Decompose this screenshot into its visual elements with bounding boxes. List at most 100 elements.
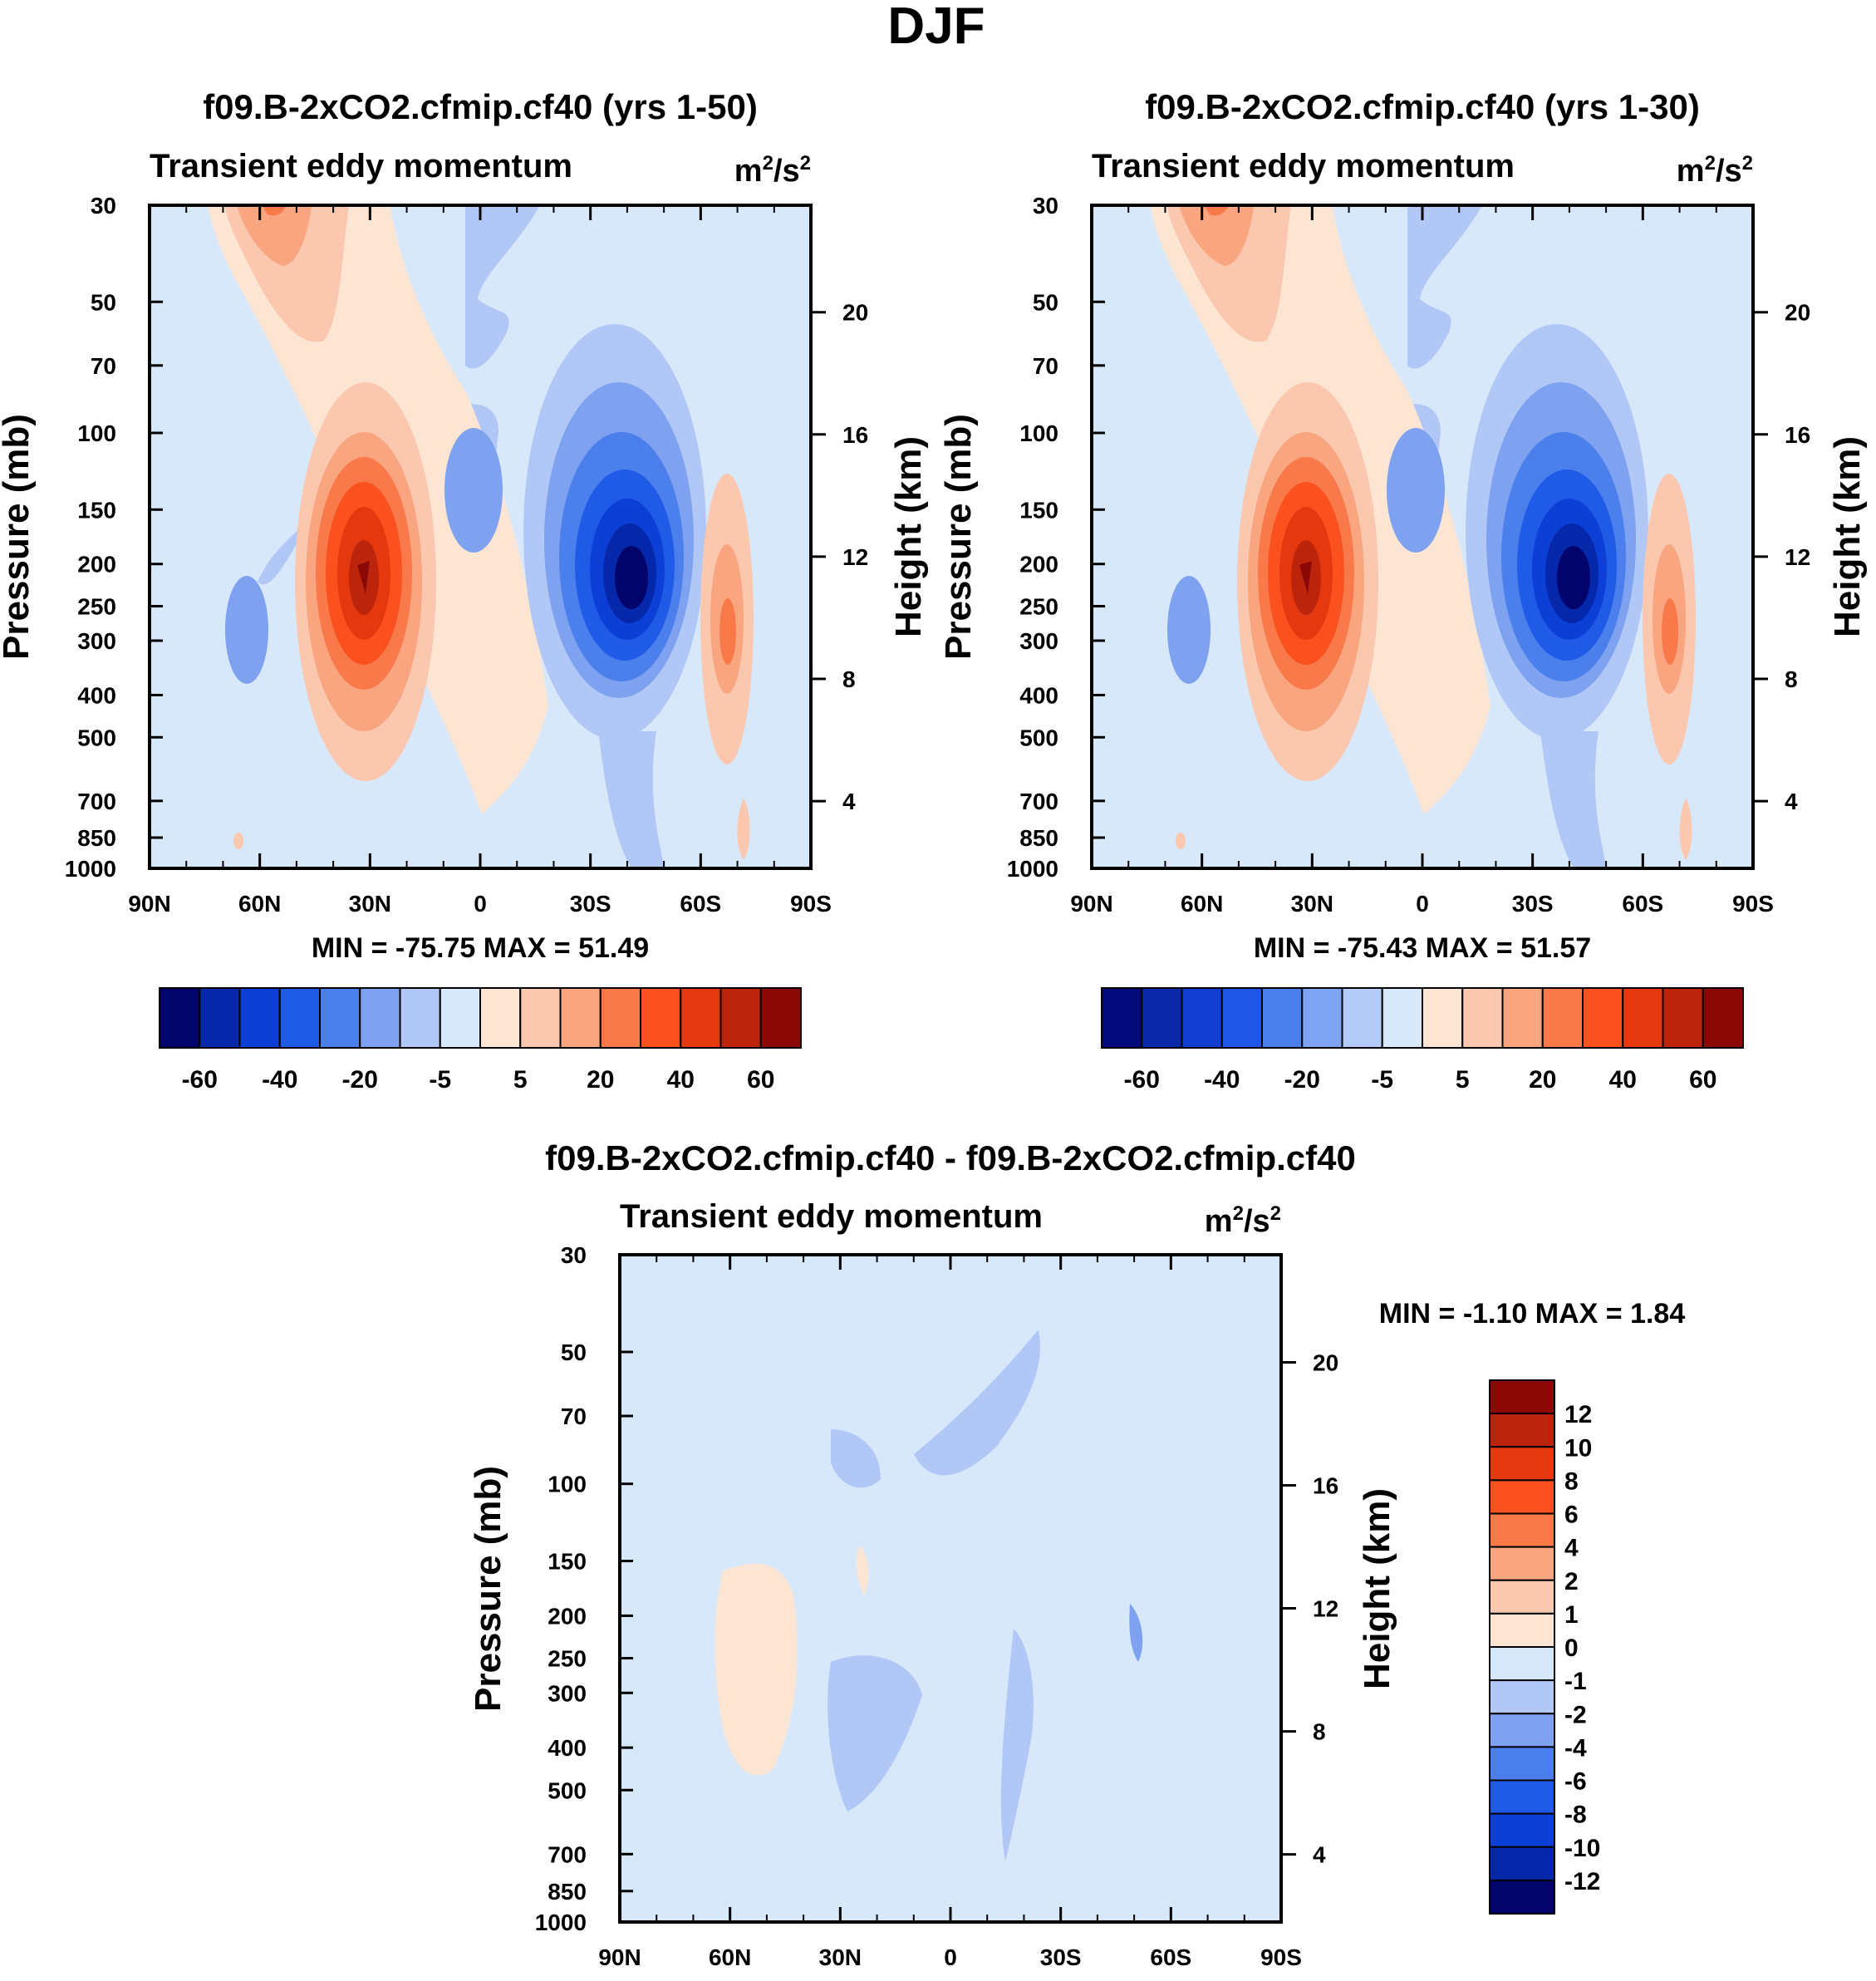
panel-1-colorbar-box	[599, 987, 641, 1049]
panel-3-positive-streak-1	[1026, 1562, 1050, 1679]
panel-1-colorbar-box	[319, 987, 361, 1049]
panel-2-units: m2/s2	[1677, 152, 1753, 189]
panel-2-colorbar-box	[1381, 987, 1423, 1049]
panel-2-h-tick-label: 16	[1785, 422, 1810, 448]
panel-1-x-tick-label: 0	[474, 891, 487, 917]
panel-2-h-tick-label: 12	[1785, 544, 1810, 570]
panel-3-colorbar-box	[1489, 1812, 1555, 1848]
panel-1-x-tick-label: 30S	[570, 891, 611, 917]
panel-2-p-tick-label: 500	[1019, 725, 1058, 750]
panel-2-p-tick-label: 70	[1033, 353, 1058, 379]
panel-3-colorbar-box	[1489, 1512, 1555, 1548]
panel-2-variable-label: Transient eddy momentum	[1092, 148, 1515, 184]
panel-1-p-tick-label: 500	[77, 725, 116, 750]
panel-1-contour-field	[150, 205, 811, 868]
panel-1-p-tick-label: 400	[77, 682, 116, 708]
panel-2-x-tick-label: 30S	[1512, 891, 1554, 917]
panel-3-p-tick-label: 400	[548, 1735, 587, 1761]
panel-1-colorbar: -60 -40 -20 -5 5 20 40 60	[159, 987, 802, 1094]
panel-2-p-tick-label: 300	[1019, 628, 1058, 654]
panel-1-colorbar-box	[199, 987, 241, 1049]
panel-2-y2-label: Height (km)	[1827, 436, 1868, 637]
panel-3-x-tick-label: 30N	[819, 1944, 862, 1970]
panel-2: f09.B-2xCO2.cfmip.cf40 (yrs 1-30) Transi…	[938, 87, 1868, 1094]
panel-1-nh-positive-tongue	[150, 205, 299, 868]
panel-3-colorbar-label: 2	[1564, 1568, 1579, 1595]
panel-2-colorbar-label: 5	[1456, 1066, 1470, 1094]
panel-3-colorbar-label: -12	[1564, 1868, 1600, 1895]
panel-1-h-tick-label: 4	[842, 789, 856, 814]
panel-3-x-tick-label: 60S	[1150, 1944, 1191, 1970]
panel-3-x-tick-label: 30S	[1040, 1944, 1082, 1970]
panel-1: f09.B-2xCO2.cfmip.cf40 (yrs 1-50) Transi…	[0, 87, 929, 1094]
panel-1-variable-label: Transient eddy momentum	[150, 148, 572, 184]
panel-2-colorbar: -60 -40 -20 -5 5 20 40 60	[1101, 987, 1744, 1094]
panel-1-jet-max	[357, 561, 370, 594]
panel-3-positive-streak-2	[980, 1562, 1005, 1662]
panel-3-colorbar-label: -6	[1564, 1768, 1587, 1796]
panel-1-colorbar-box	[759, 987, 802, 1049]
panel-2-colorbar-box	[1301, 987, 1343, 1049]
panel-2-contour-field	[1092, 205, 1753, 868]
panel-3-y-label: Pressure (mb)	[468, 1466, 508, 1712]
panel-2-colorbar-box	[1422, 987, 1464, 1049]
panel-1-colorbar-box	[159, 987, 201, 1049]
panel-3-p-tick-label: 30	[561, 1242, 587, 1268]
panel-1-x-tick-label: 90N	[128, 891, 170, 917]
panel-2-equatorial-neg-tongue	[1407, 205, 1482, 369]
panel-3-p-tick-label: 250	[548, 1646, 587, 1672]
panel-3-colorbar-label: -4	[1564, 1734, 1587, 1762]
panel-3-variable-label: Transient eddy momentum	[620, 1198, 1043, 1235]
panel-2-p-tick-label: 200	[1019, 552, 1058, 578]
panel-3-colorbar-label: 12	[1564, 1401, 1592, 1428]
panel-2-colorbar-label: -20	[1284, 1066, 1320, 1094]
panel-1-strat-pos-2	[237, 205, 312, 266]
panel-1-colorbar-label: 5	[513, 1066, 528, 1094]
panel-3-colorbar-box	[1489, 1479, 1555, 1515]
panel-2-p-tick-label: 400	[1019, 682, 1058, 708]
panel-2-colorbar-box	[1702, 987, 1744, 1049]
panel-2-colorbar-label: 20	[1529, 1066, 1556, 1094]
panel-3-h-tick-label: 8	[1313, 1719, 1326, 1745]
panel-1-colorbar-box	[519, 987, 562, 1049]
panel-1-title: f09.B-2xCO2.cfmip.cf40 (yrs 1-50)	[203, 87, 758, 126]
panel-3-stats: MIN = -1.10 MAX = 1.84	[1379, 1298, 1686, 1330]
panel-3-colorbar-box	[1489, 1846, 1555, 1881]
panel-1-contour-nh-neg	[225, 576, 268, 684]
panel-1-colorbar-label: 60	[747, 1066, 774, 1094]
panel-1-eq-neg-c5	[444, 428, 503, 553]
panel-3-p-tick-label: 300	[548, 1680, 587, 1706]
panel-2-x-tick-label: 60S	[1622, 891, 1663, 917]
panel-3-p-tick-label: 200	[548, 1603, 587, 1629]
panel-3-colorbar-label: 1	[1564, 1601, 1579, 1629]
panel-1-colorbar-box	[238, 987, 281, 1049]
panel-3-x-tick-label: 90N	[598, 1944, 641, 1970]
panel-2-colorbar-box	[1582, 987, 1624, 1049]
panel-3-x-tick-label: 60N	[709, 1944, 751, 1970]
panel-1-p-tick-label: 100	[77, 420, 116, 446]
panel-2-nh-positive-tongue	[1092, 205, 1241, 868]
panel-1-colorbar-label: -40	[262, 1066, 297, 1094]
panel-2-sh-neg-c0	[1557, 546, 1590, 609]
panel-3-colorbar-box	[1489, 1746, 1555, 1782]
panel-3-negative-patch-1	[831, 1429, 881, 1488]
panel-3-p-tick-label: 50	[561, 1340, 587, 1365]
panel-3-h-tick-label: 4	[1313, 1842, 1326, 1868]
panel-1-equatorial-neg-tongue	[465, 205, 540, 369]
panel-2-colorbar-label: -5	[1371, 1066, 1393, 1094]
panel-2-colorbar-box	[1181, 987, 1223, 1049]
panel-2-p-tick-label: 1000	[1007, 856, 1058, 882]
panel-2-colorbar-label: -40	[1204, 1066, 1240, 1094]
panel-3-p-tick-label: 700	[548, 1841, 587, 1867]
panel-1-colorbar-label: 40	[667, 1066, 695, 1094]
panel-1-sh-neg-stem	[598, 731, 665, 868]
panel-1-x-tick-label: 60S	[680, 891, 721, 917]
panel-2-y-label: Pressure (mb)	[938, 414, 979, 660]
panel-3: f09.B-2xCO2.cfmip.cf40 - f09.B-2xCO2.cfm…	[468, 1138, 1685, 1970]
panel-1-h-tick-label: 16	[842, 422, 868, 448]
panel-2-eq-neg-c5	[1387, 428, 1445, 553]
panel-1-p-tick-label: 1000	[65, 856, 116, 882]
panel-3-colorbar-box	[1489, 1879, 1555, 1915]
panel-2-colorbar-box	[1622, 987, 1664, 1049]
